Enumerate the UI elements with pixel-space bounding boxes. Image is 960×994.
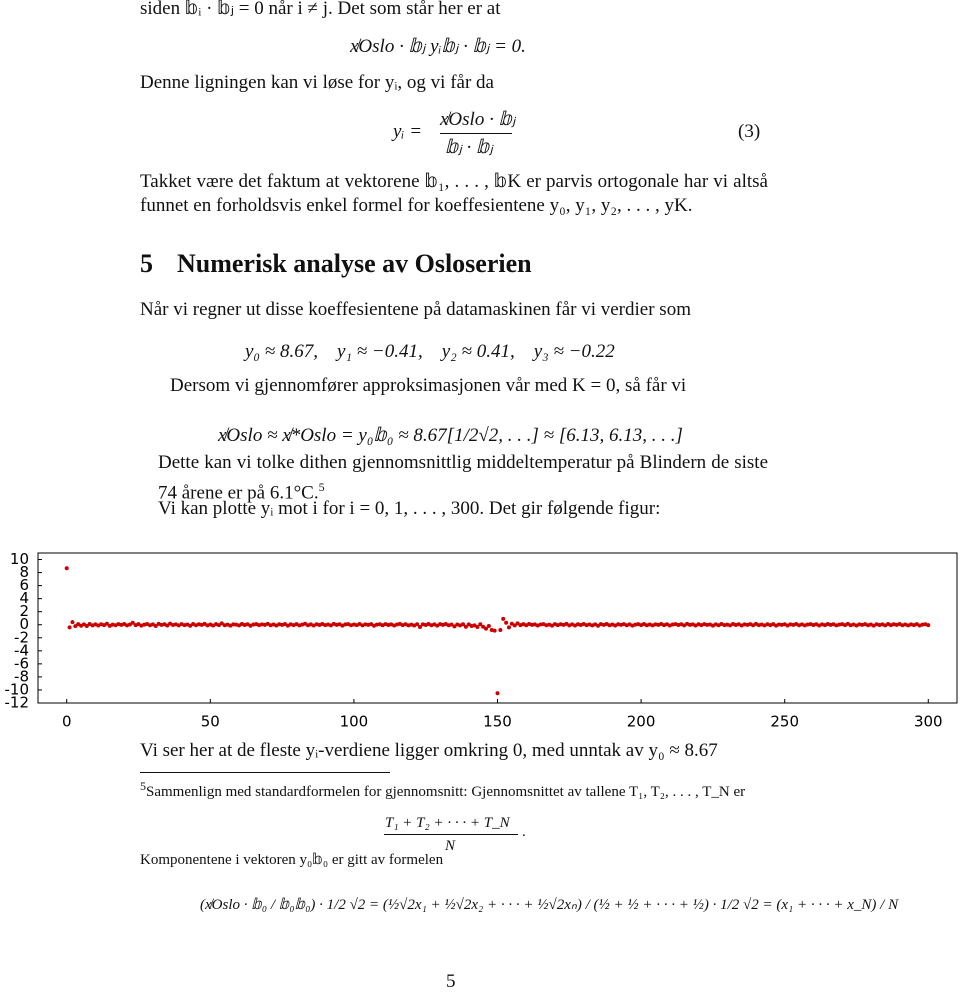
point	[415, 622, 420, 627]
footnote-eq-numerator: T₁ + T₂ + · · · + T_N	[385, 815, 510, 831]
footnote-paragraph: Komponentene i vektoren y₀𝕓₀ er gitt av …	[140, 852, 444, 868]
y-tick-label: -4	[14, 641, 29, 659]
point	[449, 622, 454, 627]
equation-number: (3)	[738, 121, 761, 142]
footnote: 5Sammenlign med standardformelen for gje…	[140, 776, 766, 802]
point	[188, 623, 193, 628]
point	[84, 624, 89, 629]
y-tick-label: -10	[5, 680, 30, 698]
y-tick-label: -6	[14, 654, 29, 672]
paragraph: Vi kan plotte yᵢ mot i for i = 0, 1, . .…	[158, 498, 661, 519]
point	[219, 621, 224, 626]
point	[486, 624, 491, 629]
footnote-text: Sammenlign med standardformelen for gjen…	[146, 784, 746, 800]
point	[484, 626, 489, 631]
point	[130, 620, 135, 625]
y-tick-label: 2	[19, 602, 29, 620]
footnote-eq-end: .	[522, 824, 526, 840]
y-tick-label: -2	[14, 628, 29, 646]
point	[504, 620, 509, 625]
point	[501, 616, 506, 621]
point	[463, 624, 468, 629]
y-tick-label: 10	[10, 550, 29, 568]
point	[475, 625, 480, 630]
paragraph: Dette kan vi tolke dithen gjennomsnittli…	[158, 451, 768, 505]
equation-numerator: x̸Oslo · 𝕓ⱼ	[440, 109, 516, 130]
equation-denominator: 𝕓ⱼ · 𝕓ⱼ	[445, 137, 493, 158]
paragraph: Når vi regner ut disse koeffesientene på…	[140, 299, 691, 320]
x-tick-label: 250	[770, 713, 799, 731]
point	[73, 624, 78, 629]
section-title: Numerisk analyse av Osloserien	[177, 249, 532, 278]
footnote-equation: (x̸Oslo · 𝕓₀ / 𝕓₀𝕓₀) · 1/2 √2 = (½√2x₁ +…	[200, 897, 899, 913]
paragraph: Takket være det faktum at vektorene 𝕓₁, …	[140, 171, 768, 216]
equation-lhs: yᵢ =	[393, 121, 423, 142]
paragraph: siden 𝕓ᵢ · 𝕓ⱼ = 0 når i ≠ j. Det som stå…	[140, 0, 501, 19]
point	[506, 625, 511, 630]
equation: y₀ ≈ 8.67, y₁ ≈ −0.41, y₂ ≈ 0.41, y₃ ≈ −…	[245, 341, 615, 362]
equation: x̸Oslo · 𝕓ⱼ yᵢ𝕓ⱼ · 𝕓ⱼ = 0.	[350, 36, 526, 57]
paragraph: Vi ser her at de fleste yᵢ-verdiene ligg…	[140, 740, 718, 761]
y-tick-label: -8	[14, 667, 29, 685]
point	[492, 628, 497, 633]
page-number: 5	[446, 971, 456, 992]
footnote-mark: 5	[318, 480, 325, 494]
point	[67, 625, 72, 630]
point	[498, 627, 503, 632]
point	[512, 623, 517, 628]
equation: x̸Oslo ≈ x̸*Oslo = y₀𝕓₀ ≈ 8.67[1/2√2, . …	[218, 425, 683, 446]
point	[104, 621, 109, 626]
section-number: 5	[140, 249, 153, 278]
point	[70, 620, 75, 625]
x-tick-label: 50	[201, 713, 220, 731]
footnote-eq-denominator: N	[445, 838, 456, 854]
y-tick-label: 8	[19, 563, 29, 581]
point	[926, 623, 931, 628]
fraction-bar	[440, 133, 512, 134]
x-tick-label: 100	[340, 713, 369, 731]
x-tick-label: 300	[914, 713, 943, 731]
paragraph: Denne ligningen kan vi løse for yᵢ, og v…	[140, 72, 494, 93]
y-tick-label: 0	[19, 615, 29, 633]
footnote-rule	[140, 772, 390, 773]
point	[64, 566, 69, 571]
y-tick-label: -12	[5, 694, 30, 712]
paragraph-text: Dette kan vi tolke dithen gjennomsnittli…	[158, 452, 768, 504]
x-tick-label: 150	[483, 713, 512, 731]
y-tick-label: 4	[19, 589, 29, 607]
fraction-bar	[384, 834, 518, 835]
point	[417, 625, 422, 630]
point	[452, 624, 457, 629]
footnote-mark: 5	[140, 779, 146, 793]
x-tick-label: 200	[627, 713, 656, 731]
x-tick-label: 0	[62, 713, 72, 731]
point	[478, 622, 483, 627]
point	[165, 623, 170, 628]
point	[461, 622, 466, 627]
point	[495, 691, 500, 696]
plot-frame	[37, 552, 958, 704]
point	[153, 624, 158, 629]
point	[481, 624, 486, 629]
y-tick-label: 6	[19, 576, 29, 594]
paragraph: Dersom vi gjennomfører approksimasjonen …	[170, 375, 687, 396]
